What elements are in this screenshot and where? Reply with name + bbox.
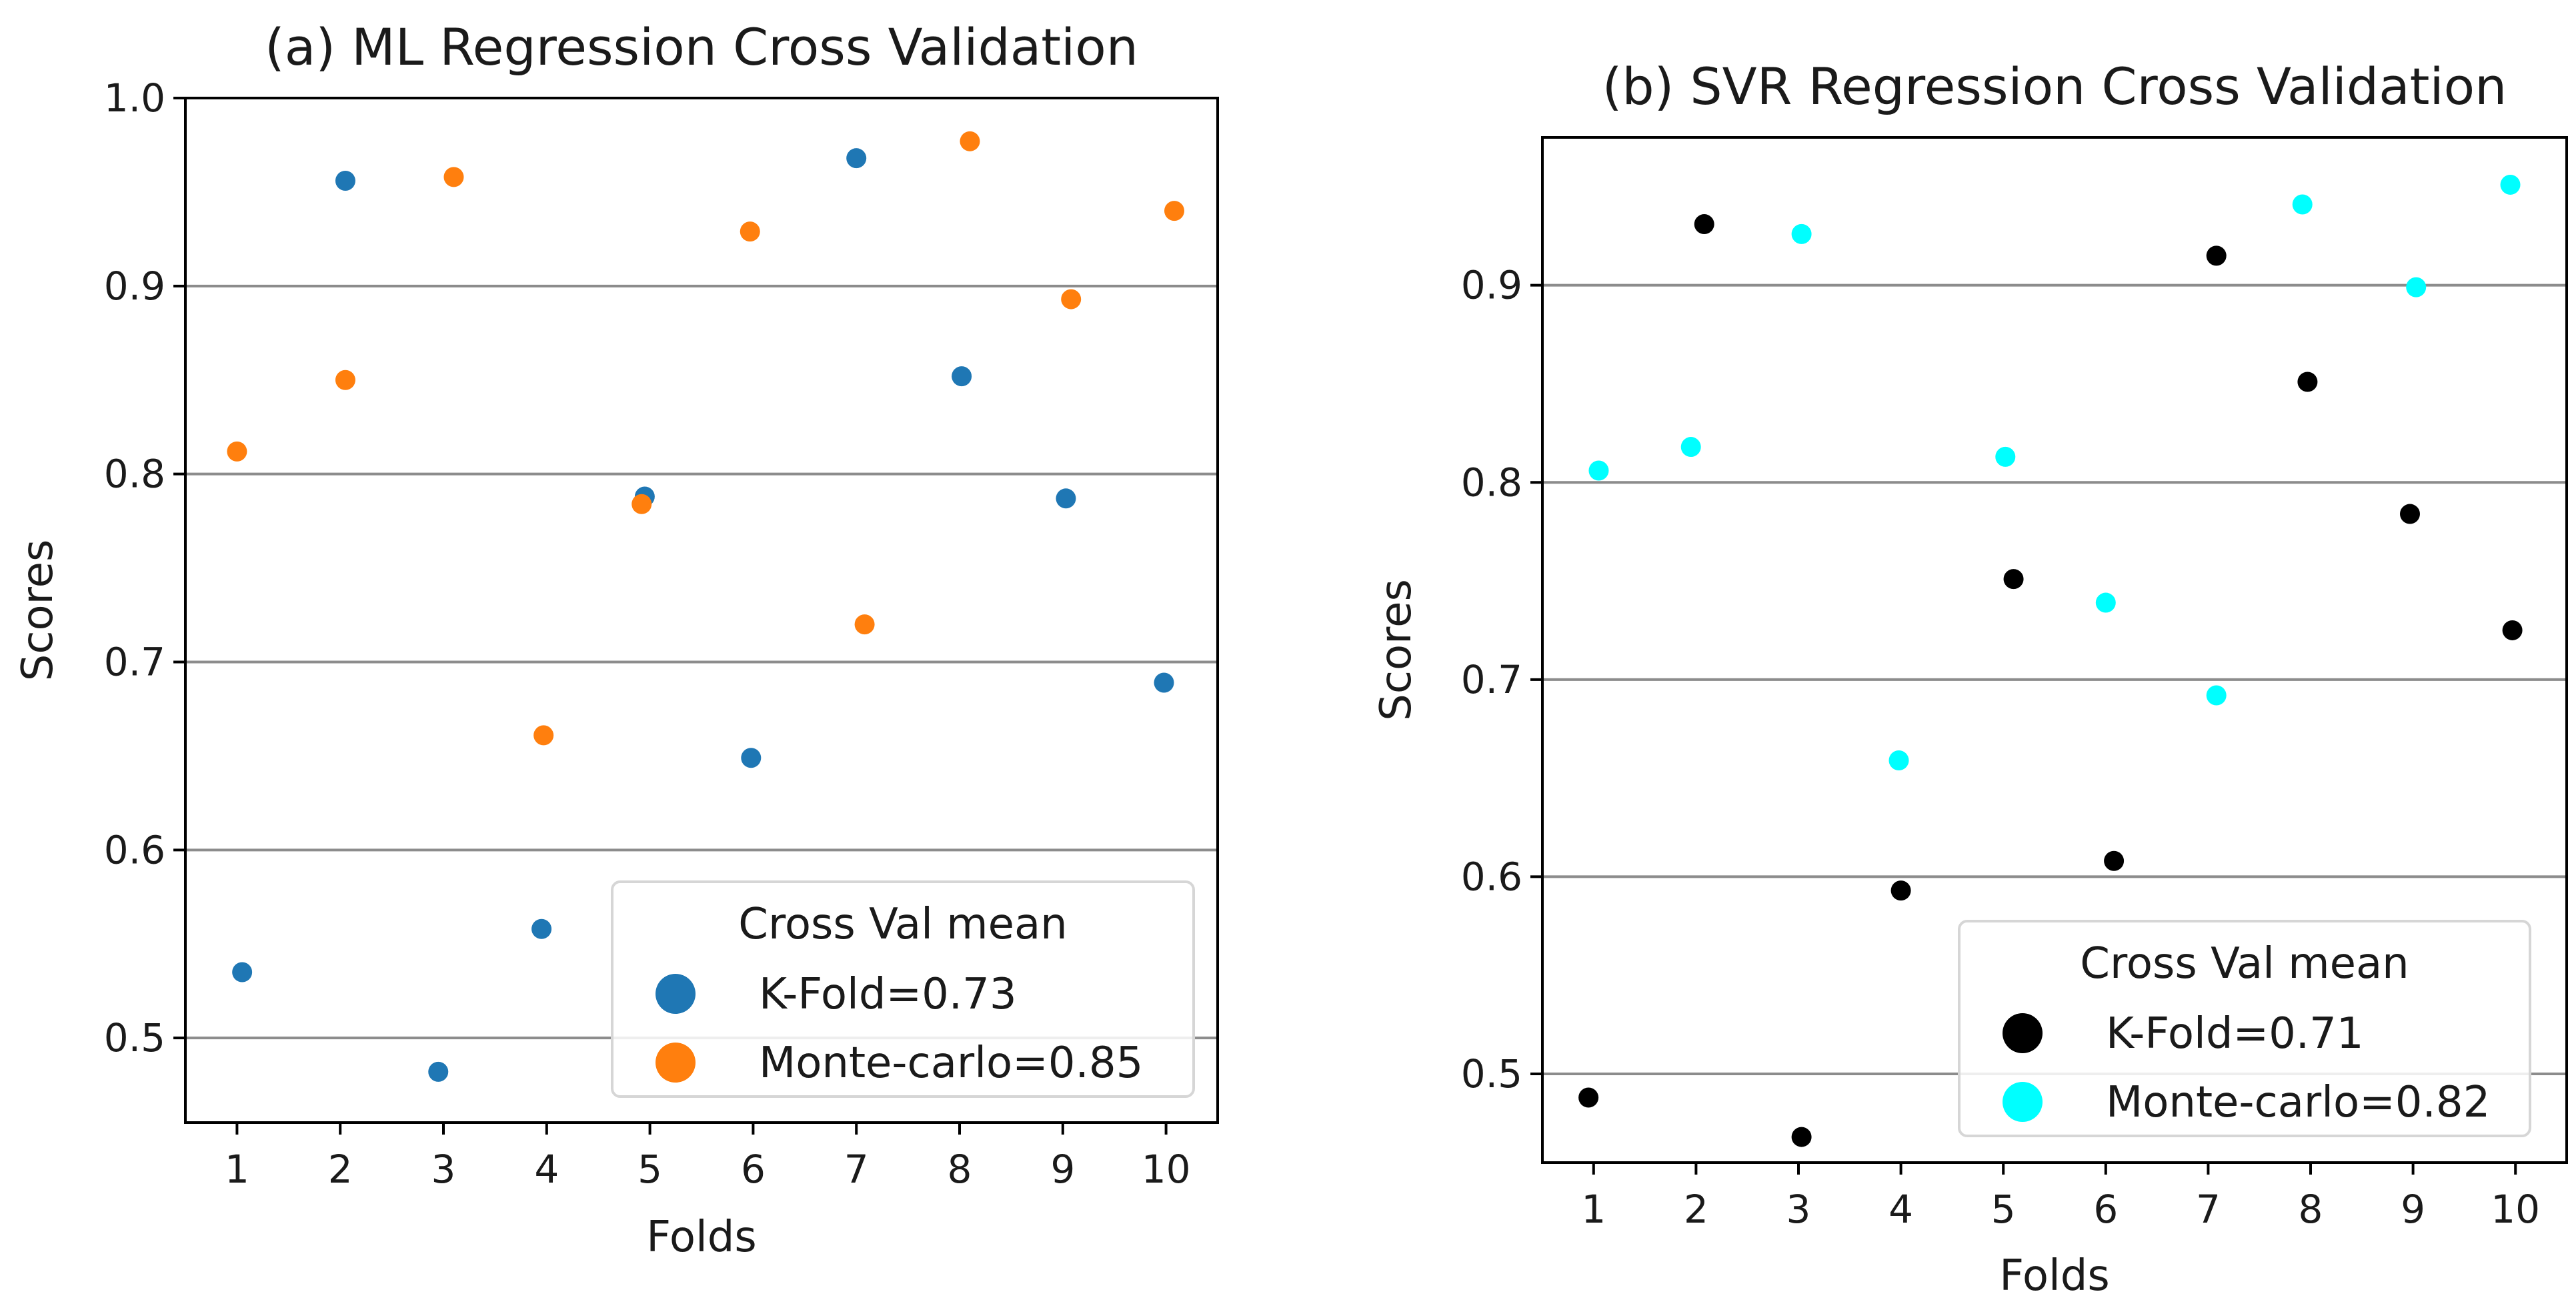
data-point-montecarlo — [227, 441, 247, 462]
data-point-kfold — [232, 962, 253, 982]
x-tick-label: 1 — [1581, 1187, 1606, 1232]
data-point-kfold — [1890, 880, 1911, 901]
x-tick-label: 5 — [637, 1147, 662, 1192]
y-tick-label: 0.7 — [1461, 657, 1522, 702]
x-tick-label: 2 — [328, 1147, 353, 1192]
data-point-montecarlo — [1888, 750, 1909, 771]
legend: Cross Val mean K-Fold=0.71 Monte-carlo=0.8… — [1958, 920, 2531, 1137]
x-axis-label: Folds — [646, 1213, 756, 1262]
y-tick-label: 0.8 — [104, 452, 165, 497]
data-point-kfold — [1578, 1087, 1599, 1108]
x-tick-label: 4 — [534, 1147, 559, 1192]
chart-svr-regression: 0.5 0.6 0.7 0.8 0.9 1 2 3 4 5 6 7 8 9 10 (b) SVR Regres… — [1372, 57, 2568, 1301]
x-tick-label: 2 — [1684, 1187, 1708, 1232]
data-point-montecarlo — [854, 614, 875, 635]
data-point-montecarlo — [1588, 460, 1609, 481]
data-point-montecarlo — [740, 221, 760, 242]
y-tick-label: 0.7 — [104, 640, 165, 685]
x-tick-label: 7 — [844, 1147, 869, 1192]
data-point-kfold — [2206, 245, 2227, 266]
data-point-montecarlo — [533, 725, 554, 746]
x-tick-label: 6 — [2093, 1187, 2118, 1232]
data-point-kfold — [1154, 672, 1174, 693]
x-tick-label: 4 — [1888, 1187, 1913, 1232]
legend-label-kfold: K-Fold=0.71 — [2106, 1009, 2364, 1059]
data-point-montecarlo — [2292, 194, 2313, 215]
x-tick-label: 9 — [1050, 1147, 1075, 1192]
data-point-montecarlo — [443, 167, 464, 187]
data-point-montecarlo — [335, 370, 355, 390]
data-point-kfold — [952, 366, 972, 387]
data-point-kfold — [1694, 214, 1714, 235]
x-tick-label: 3 — [1786, 1187, 1811, 1232]
data-point-kfold — [2399, 504, 2420, 524]
y-tick-label: 0.9 — [1461, 263, 1522, 308]
x-tick-label: 6 — [741, 1147, 766, 1192]
data-point-montecarlo — [2406, 277, 2427, 297]
data-point-kfold — [1791, 1127, 1812, 1147]
data-point-kfold — [846, 148, 867, 169]
x-tick-label: 8 — [2299, 1187, 2323, 1232]
data-point-montecarlo — [1164, 201, 1184, 221]
data-point-kfold — [335, 171, 355, 191]
data-point-montecarlo — [960, 131, 980, 151]
y-tick-label: 0.5 — [104, 1015, 165, 1061]
data-point-kfold — [531, 918, 552, 939]
x-tick-label: 8 — [948, 1147, 972, 1192]
data-point-kfold — [2502, 620, 2523, 640]
legend-title: Cross Val mean — [2080, 939, 2409, 989]
x-tick-label: 7 — [2196, 1187, 2221, 1232]
data-point-montecarlo — [1061, 289, 1082, 309]
legend-box — [1958, 920, 2531, 1137]
y-axis-label: Scores — [13, 540, 63, 682]
data-point-montecarlo — [2500, 174, 2521, 195]
x-tick-label: 10 — [1142, 1147, 1191, 1192]
y-tick-label: 0.9 — [104, 263, 165, 309]
data-point-montecarlo — [2095, 592, 2116, 613]
data-point-montecarlo — [1995, 446, 2016, 467]
y-tick-label: 1.0 — [104, 75, 165, 121]
chart-ml-regression: 0.5 0.6 0.7 0.8 0.9 1.0 1 2 3 4 5 6 7 8 9 10 (a) ML Regr… — [13, 17, 1219, 1262]
data-point-montecarlo — [631, 494, 652, 514]
legend-marker-montecarlo — [656, 1043, 696, 1083]
legend-title: Cross Val mean — [738, 900, 1067, 949]
x-axis-label: Folds — [1999, 1251, 2109, 1301]
x-tick-label: 1 — [225, 1147, 249, 1192]
x-tick-label: 3 — [431, 1147, 456, 1192]
data-point-montecarlo — [1680, 437, 1701, 458]
data-point-kfold — [428, 1061, 449, 1082]
data-point-montecarlo — [2206, 685, 2227, 706]
data-point-kfold — [2297, 372, 2318, 392]
legend-label-montecarlo: Monte-carlo=0.82 — [2106, 1078, 2490, 1127]
y-tick-label: 0.8 — [1461, 460, 1522, 505]
y-tick-label: 0.5 — [1461, 1051, 1522, 1097]
legend-label-kfold: K-Fold=0.73 — [759, 970, 1017, 1019]
legend-marker-montecarlo — [2003, 1082, 2043, 1122]
x-tick-label: 9 — [2401, 1187, 2425, 1232]
legend: Cross Val mean K-Fold=0.73 Monte-carlo=0.8… — [611, 880, 1195, 1098]
data-point-kfold — [2003, 569, 2024, 590]
chart-title: (a) ML Regression Cross Validation — [265, 17, 1138, 77]
y-tick-label: 0.6 — [104, 827, 165, 872]
data-point-kfold — [1056, 488, 1076, 509]
x-tick-label: 5 — [1991, 1187, 2016, 1232]
y-axis-label: Scores — [1372, 579, 1421, 721]
data-point-montecarlo — [1791, 223, 1812, 244]
data-point-kfold — [2104, 850, 2125, 871]
y-tick-label: 0.6 — [1461, 854, 1522, 899]
plot-frame — [184, 97, 1219, 1124]
chart-title: (b) SVR Regression Cross Validation — [1602, 57, 2507, 116]
data-point-kfold — [741, 748, 762, 768]
legend-label-montecarlo: Monte-carlo=0.85 — [759, 1039, 1143, 1088]
x-tick-label: 10 — [2491, 1187, 2540, 1232]
legend-box — [611, 880, 1195, 1098]
legend-marker-kfold — [2003, 1013, 2043, 1053]
legend-marker-kfold — [656, 974, 696, 1014]
plot-frame — [1541, 136, 2568, 1164]
